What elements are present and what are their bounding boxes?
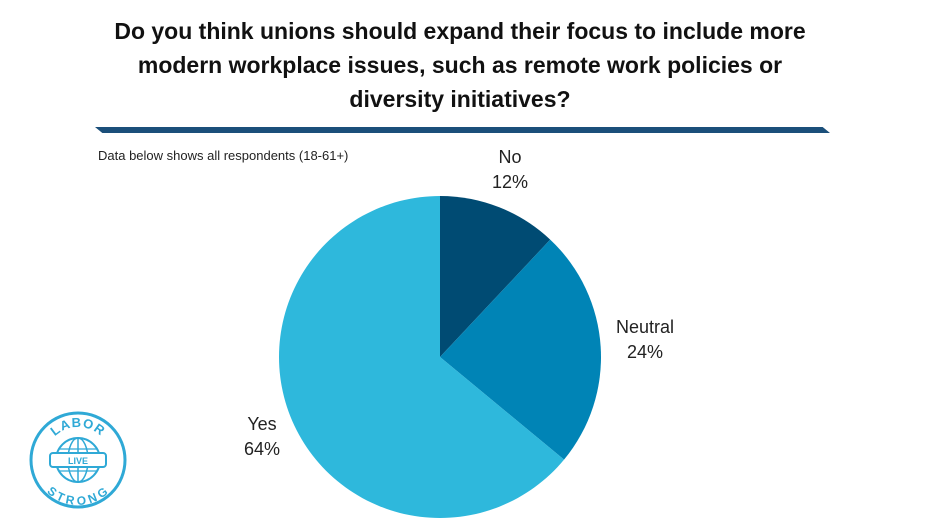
- pie-labels: No 12% Neutral 24% Yes 64%: [244, 147, 674, 459]
- pie-slice-neutral: [440, 239, 601, 460]
- chart-title: Do you think unions should expand their …: [60, 14, 860, 116]
- pie-slice-yes: [279, 196, 565, 518]
- slice-value-no: 12%: [492, 172, 528, 192]
- title-line-1: Do you think unions should expand their …: [114, 18, 806, 44]
- labor-strong-logo: LABOR LIVE STRONG: [29, 411, 127, 509]
- logo-text-bottom: STRONG: [45, 484, 111, 508]
- pie-slices: [279, 196, 601, 518]
- slice-value-neutral: 24%: [627, 342, 663, 362]
- title-line-2: modern workplace issues, such as remote …: [137, 52, 783, 78]
- logo-text-top: LABOR: [47, 415, 108, 439]
- title-line-3: diversity initiatives?: [349, 86, 571, 112]
- logo-text-middle: LIVE: [68, 456, 88, 466]
- chart-subtitle: Data below shows all respondents (18-61+…: [98, 148, 349, 163]
- slice-name-yes: Yes: [247, 414, 276, 434]
- title-divider: [95, 127, 830, 133]
- slice-value-yes: 64%: [244, 439, 280, 459]
- slice-name-neutral: Neutral: [616, 317, 674, 337]
- pie-slice-no: [440, 196, 551, 357]
- slice-name-no: No: [498, 147, 521, 167]
